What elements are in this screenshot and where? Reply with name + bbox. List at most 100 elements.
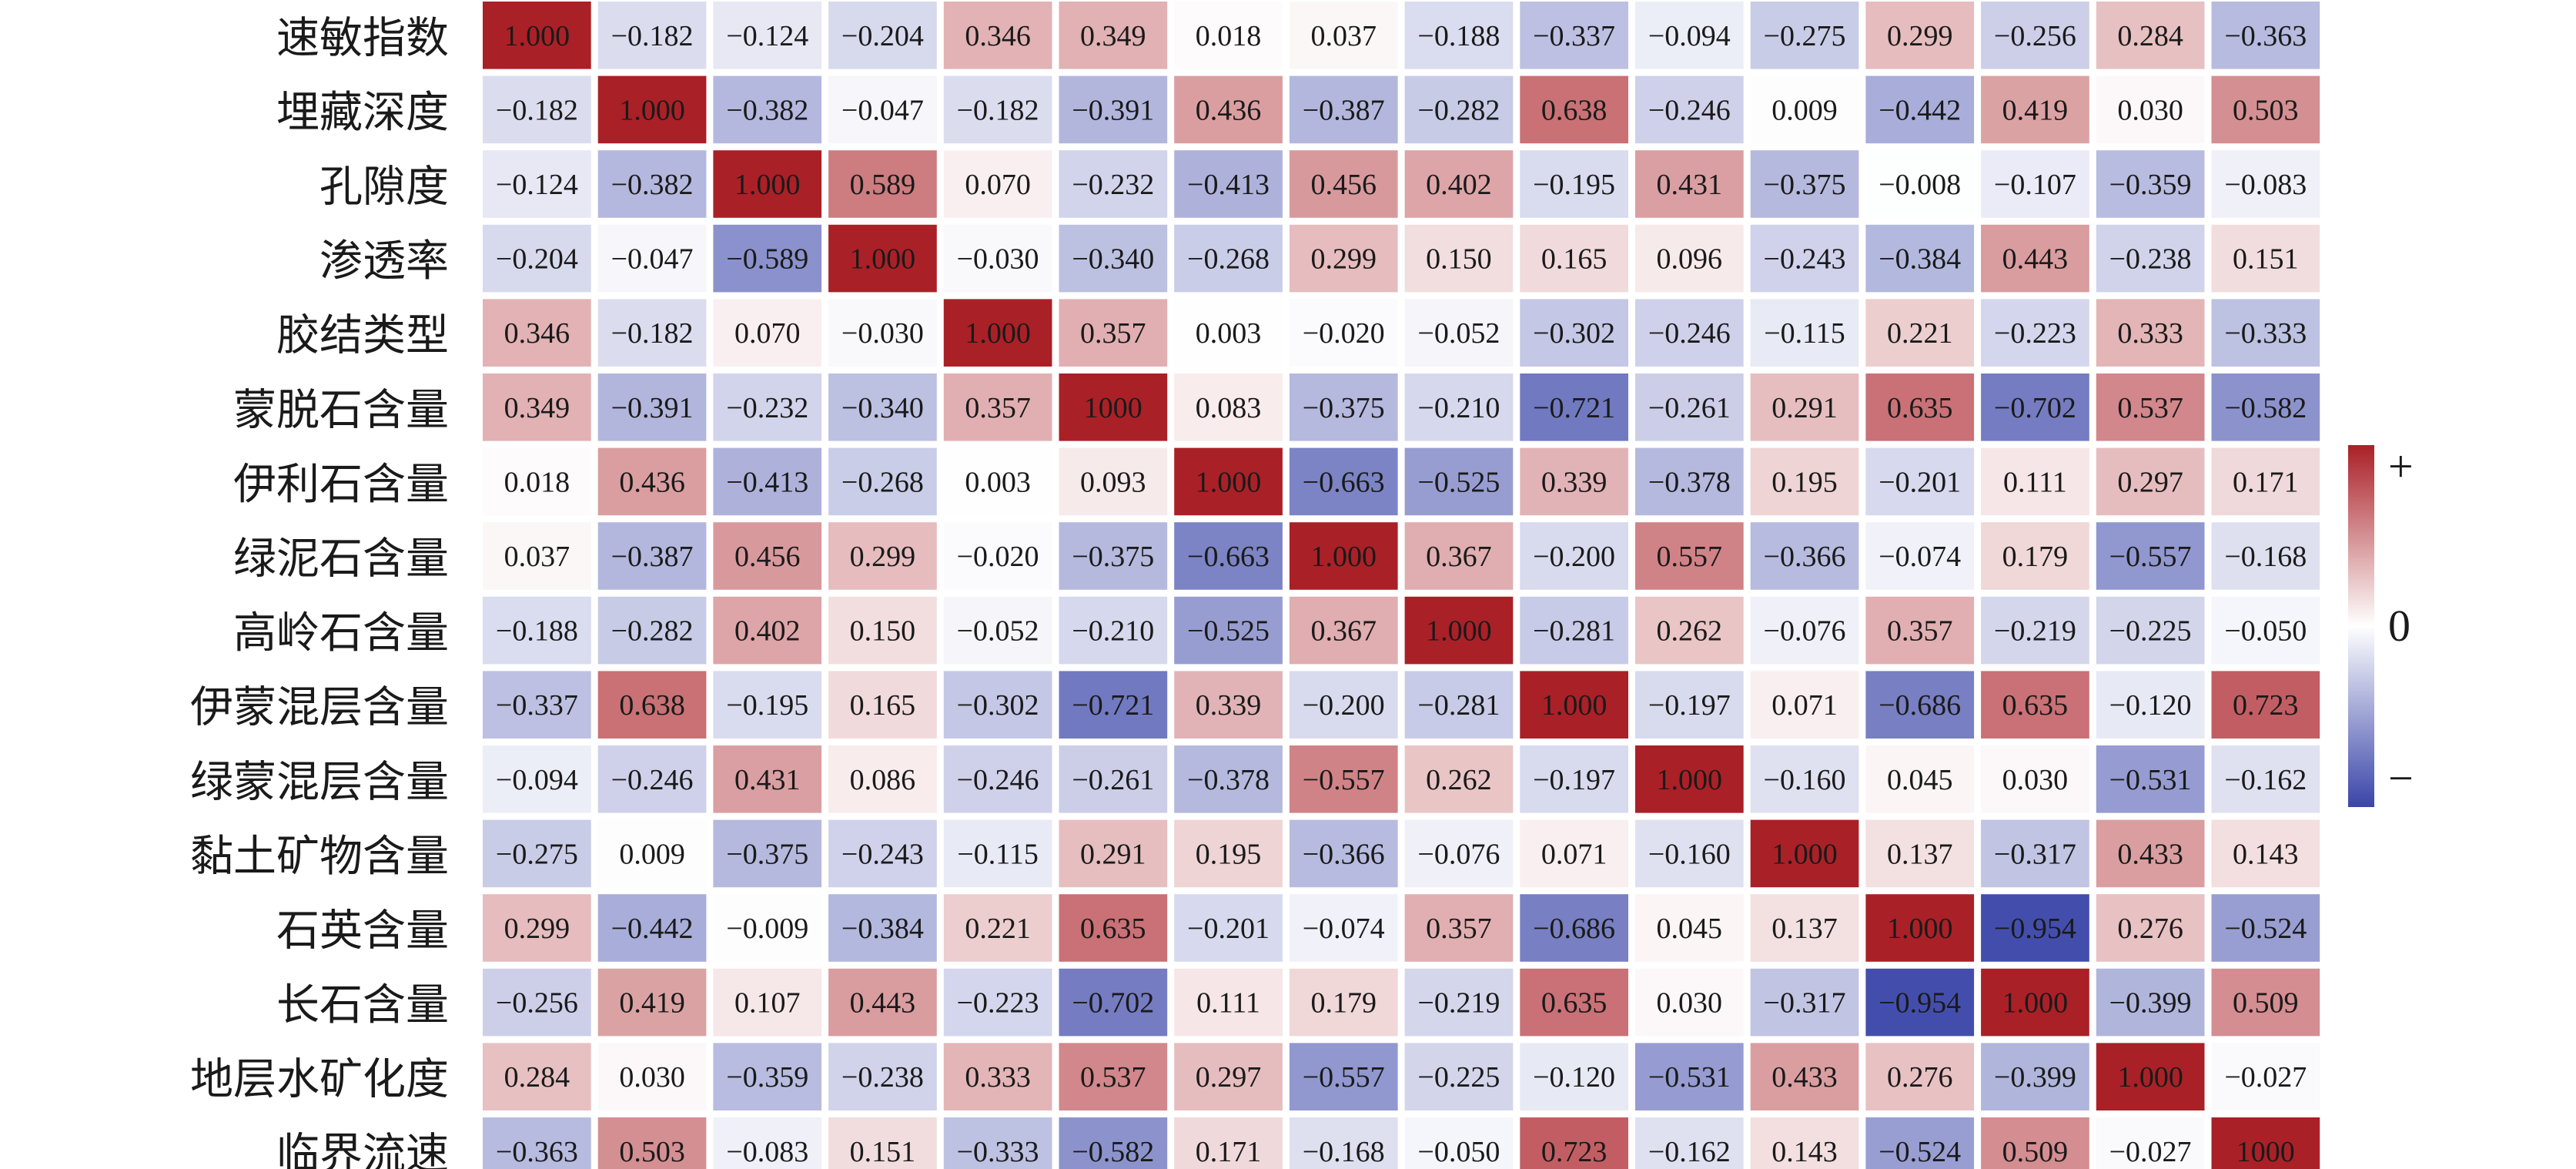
- heatmap-cell: [713, 596, 822, 665]
- cell-value-label: 0.349: [1080, 20, 1146, 52]
- heatmap-cell: [1750, 819, 1859, 888]
- cell-value-label: −0.384: [1878, 243, 1961, 276]
- cell-value-label: −0.074: [1878, 541, 1961, 573]
- heatmap-cells: 1.000 −0.182 −0.124 −0.204 0.346 0.349 0.018 0.…: [483, 2, 2320, 1169]
- heatmap-cell: [1635, 75, 1744, 144]
- cell-value-label: −0.302: [957, 689, 1039, 722]
- cell-value-label: −0.359: [2109, 169, 2192, 201]
- row-label: 绿蒙混层含量: [190, 757, 449, 807]
- heatmap-cell: [2211, 447, 2320, 516]
- cell-value-label: −0.120: [2109, 689, 2192, 722]
- heatmap-cell: [943, 224, 1052, 293]
- cell-value-label: −0.954: [1878, 987, 1961, 1020]
- cell-value-label: −0.582: [2224, 392, 2307, 424]
- cell-value-label: −0.182: [957, 94, 1039, 126]
- cell-value-label: −0.340: [1072, 243, 1154, 276]
- cell-value-label: −0.281: [1417, 689, 1500, 722]
- cell-value-label: 0.262: [1657, 615, 1723, 648]
- cell-value-label: −0.030: [957, 243, 1039, 276]
- cell-value-label: 0.503: [2233, 94, 2299, 126]
- cell-value-label: 1.000: [1887, 913, 1953, 945]
- cell-value-label: −0.382: [726, 94, 808, 126]
- cell-value-label: 1.000: [734, 169, 801, 201]
- heatmap-cell: [2211, 745, 2320, 813]
- cell-value-label: −0.363: [496, 1136, 578, 1168]
- cell-value-label: −0.195: [726, 689, 808, 722]
- row-labels: 速敏指数埋藏深度孔隙度渗透率胶结类型蒙脱石含量伊利石含量绿泥石含量高岭石含量伊蒙…: [190, 13, 449, 1169]
- heatmap-cell: [1865, 75, 1975, 144]
- cell-value-label: −0.261: [1072, 764, 1154, 796]
- cell-value-label: −0.302: [1533, 317, 1615, 350]
- cell-value-label: 0.071: [1541, 838, 1607, 870]
- heatmap-cell: [1059, 1043, 1168, 1110]
- cell-value-label: 0.096: [1657, 243, 1723, 276]
- heatmap-cell: [1750, 596, 1859, 665]
- cell-value-label: 0.456: [1310, 169, 1377, 201]
- cell-value-label: 0.589: [850, 169, 916, 201]
- cell-value-label: −0.188: [496, 615, 578, 648]
- row-label: 临界流速: [276, 1129, 449, 1169]
- cell-value-label: 0.195: [1771, 466, 1838, 498]
- heatmap-cell: [713, 2, 822, 69]
- colorbar-gradient: [2348, 445, 2374, 807]
- cell-value-label: 0.086: [850, 764, 916, 796]
- cell-value-label: 0.030: [2117, 94, 2183, 126]
- heatmap-cell: [1750, 299, 1859, 367]
- heatmap-cell: [1981, 819, 2089, 888]
- heatmap-cell: [483, 522, 591, 590]
- cell-value-label: −0.268: [1187, 243, 1270, 276]
- cell-value-label: 0.111: [2003, 466, 2067, 498]
- heatmap-cell: [1059, 224, 1168, 293]
- cell-value-label: −0.954: [1994, 913, 2076, 945]
- heatmap-cell: [1059, 373, 1168, 441]
- heatmap-cell: [1059, 150, 1168, 218]
- cell-value-label: −0.375: [1072, 541, 1154, 573]
- cell-value-label: −0.210: [1072, 615, 1154, 648]
- heatmap-cell: [1981, 745, 2089, 813]
- cell-value-label: −0.020: [957, 541, 1039, 573]
- heatmap-cell: [1865, 1117, 1975, 1169]
- cell-value-label: 0.723: [1541, 1136, 1607, 1168]
- heatmap-cell: [1635, 447, 1744, 516]
- heatmap-cell: [2096, 745, 2205, 813]
- heatmap-cell: [1059, 819, 1168, 888]
- heatmap-cell: [1635, 1043, 1744, 1110]
- cell-value-label: −0.275: [1764, 20, 1846, 52]
- heatmap-cell: [1865, 447, 1975, 516]
- heatmap-cell: [1520, 447, 1628, 516]
- cell-value-label: −0.246: [1648, 94, 1731, 126]
- cell-value-label: −0.210: [1417, 392, 1500, 424]
- heatmap-cell: [828, 299, 937, 367]
- cell-value-label: 1.000: [850, 243, 916, 276]
- cell-value-label: 0.143: [2233, 838, 2299, 870]
- cell-value-label: −0.246: [957, 764, 1039, 796]
- cell-value-label: −0.219: [1994, 615, 2076, 648]
- heatmap-cell: [2096, 2, 2205, 69]
- heatmap-cell: [713, 1117, 822, 1169]
- cell-value-label: −0.201: [1878, 466, 1961, 498]
- cell-value-label: −0.232: [726, 392, 808, 424]
- cell-value-label: 0.431: [734, 764, 801, 796]
- heatmap-cell: [597, 596, 707, 665]
- heatmap-cell: [2096, 224, 2205, 293]
- heatmap-cell: [828, 1117, 937, 1169]
- cell-value-label: −0.531: [1648, 1061, 1731, 1094]
- heatmap-cell: [597, 373, 707, 441]
- heatmap-cell: [483, 671, 591, 739]
- cell-value-label: −0.160: [1764, 764, 1846, 796]
- heatmap-cell: [713, 745, 822, 813]
- cell-value-label: 1.000: [1657, 764, 1723, 796]
- cell-value-label: 1.000: [504, 20, 570, 52]
- heatmap-cell: [1289, 1117, 1398, 1169]
- heatmap-cell: [713, 299, 822, 367]
- cell-value-label: 0.262: [1426, 764, 1492, 796]
- heatmap-cell: [943, 150, 1052, 218]
- heatmap-cell: [713, 894, 822, 962]
- cell-value-label: −0.083: [2224, 169, 2307, 201]
- row-label: 石英含量: [276, 906, 449, 956]
- heatmap-cell: [1404, 968, 1514, 1037]
- cell-value-label: 0.436: [1196, 94, 1262, 126]
- cell-value-label: 0.137: [1887, 838, 1953, 870]
- row-label: 埋藏深度: [276, 88, 449, 138]
